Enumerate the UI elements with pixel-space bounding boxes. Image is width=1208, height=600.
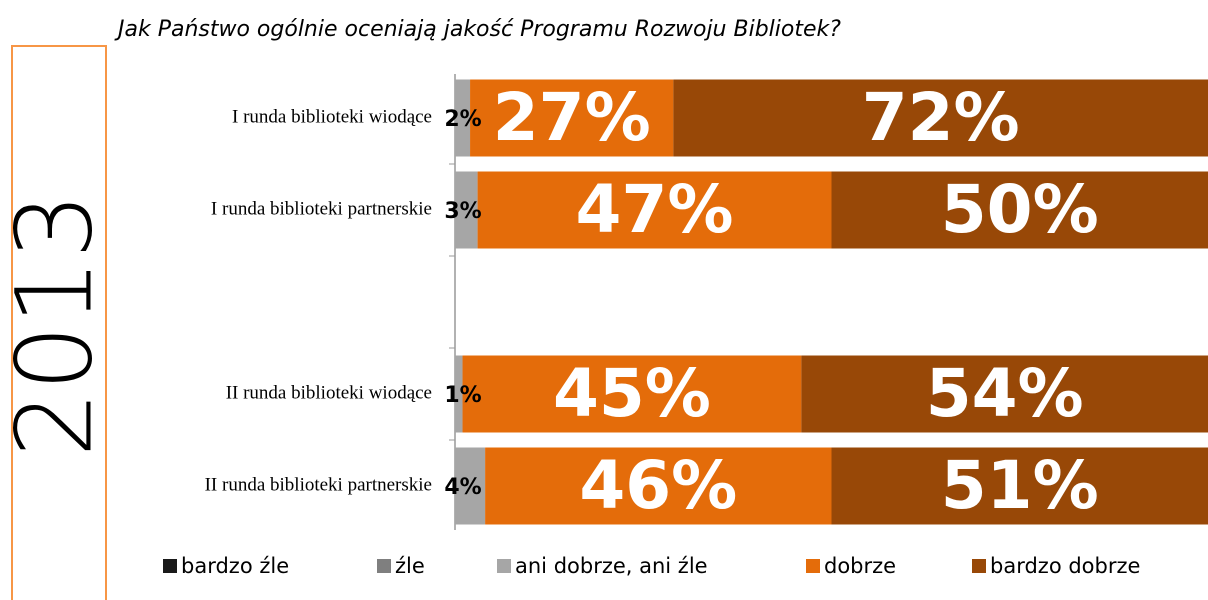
data-label: 54% <box>926 355 1084 432</box>
chart-title: Jak Państwo ogólnie oceniają jakość Prog… <box>114 17 841 42</box>
legend-label: bardzo dobrze <box>990 554 1140 578</box>
bar-segment <box>831 447 1208 525</box>
bar-segment <box>470 79 674 157</box>
legend-label: dobrze <box>824 554 896 578</box>
data-label: 3% <box>444 199 481 224</box>
bar-segment <box>455 355 463 433</box>
bar-segment <box>455 171 478 249</box>
data-label: 45% <box>553 355 711 432</box>
bar-segment <box>455 447 486 525</box>
legend-swatch <box>377 559 391 573</box>
bar-segment <box>801 355 1208 433</box>
bar-segment <box>485 447 832 525</box>
legend-label: ani dobrze, ani źle <box>515 554 708 578</box>
bar-segment <box>462 355 802 433</box>
legend-label: bardzo źle <box>181 554 289 578</box>
bar-segment <box>477 171 832 249</box>
bar-segment <box>831 171 1208 249</box>
year-box <box>11 45 107 600</box>
year-label: 2013 <box>0 193 115 458</box>
legend-label: źle <box>395 554 425 578</box>
data-label: 27% <box>493 79 651 156</box>
bar-segment <box>673 79 1208 157</box>
data-label: 47% <box>576 171 734 248</box>
data-label: 46% <box>579 447 737 524</box>
legend-swatch <box>972 559 986 573</box>
data-label: 72% <box>862 79 1020 156</box>
data-label: 51% <box>941 447 1099 524</box>
category-label: I runda biblioteki wiodące <box>232 106 432 127</box>
legend-swatch <box>163 559 177 573</box>
category-label: II runda biblioteki wiodące <box>226 382 432 403</box>
data-label: 2% <box>444 107 481 132</box>
data-label: 50% <box>941 171 1099 248</box>
category-label: I runda biblioteki partnerskie <box>211 198 432 219</box>
bars <box>455 79 1208 525</box>
category-label: II runda biblioteki partnerskie <box>205 474 432 495</box>
data-label: 1% <box>444 383 481 408</box>
data-label: 4% <box>444 475 481 500</box>
bar-segment <box>455 79 471 157</box>
legend-swatch <box>497 559 511 573</box>
legend-swatch <box>806 559 820 573</box>
